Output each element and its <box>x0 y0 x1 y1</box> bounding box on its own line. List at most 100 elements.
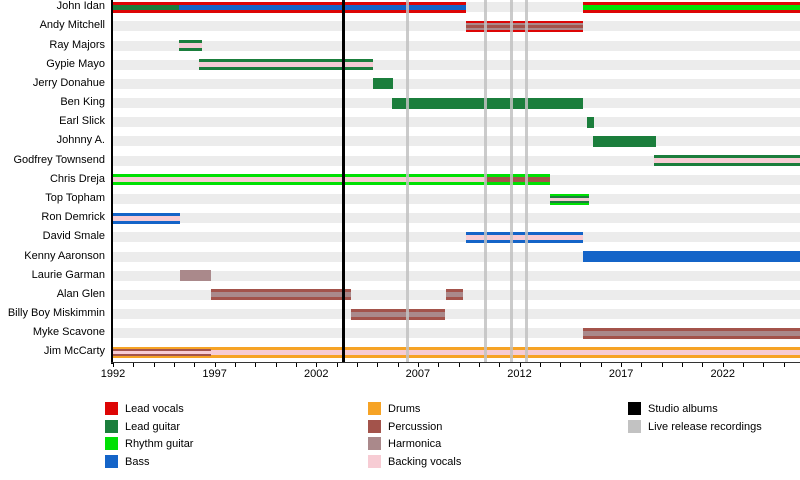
member-label-top-topham: Top Topham <box>45 192 105 204</box>
legend-swatch-rhythm_guitar <box>105 437 118 450</box>
role-stripe-backing_vocals <box>113 215 181 221</box>
x-axis-tick <box>539 363 541 367</box>
timeline-bar-jim-mccarty <box>113 346 211 358</box>
role-stripe-percussion <box>484 177 550 183</box>
y-axis-spine <box>111 0 113 364</box>
x-axis-tick <box>397 363 399 367</box>
legend-label-bass: Bass <box>125 455 150 468</box>
x-axis-tick <box>702 363 704 367</box>
x-axis-tick <box>194 363 196 367</box>
member-label-ben-king: Ben King <box>60 96 105 109</box>
row-band <box>111 40 800 51</box>
legend-label-lead_vocals: Lead vocals <box>125 403 184 415</box>
member-label-jim-mccarty: Jim McCarty <box>43 345 105 358</box>
legend-swatch-live_releases <box>628 419 641 433</box>
x-axis-tick <box>336 363 338 367</box>
timeline-bar-earl-slick <box>586 116 594 128</box>
x-axis-tick <box>600 363 602 367</box>
x-axis-line <box>111 362 800 363</box>
x-axis-tick-label: 2007 <box>405 368 431 380</box>
role-stripe-backing_vocals <box>653 158 800 164</box>
role-stripe-backing_vocals <box>210 349 800 355</box>
timeline-bar-top-topham <box>549 193 589 205</box>
legend-label-harmonica: Harmonica <box>388 438 442 450</box>
member-label-david-smale: David Smale <box>42 230 105 243</box>
member-label-gypie-mayo: Gypie Mayo <box>46 57 105 70</box>
x-axis-tick-label: 1997 <box>202 368 227 380</box>
role-stripe-harmonica <box>582 330 800 336</box>
timeline-bar-david-smale <box>465 231 583 243</box>
timeline-bar-johnny-a <box>592 135 656 147</box>
role-stripe-backing_vocals <box>113 177 485 183</box>
row-band <box>111 194 800 204</box>
row-band <box>111 213 800 224</box>
legend-swatch-lead_guitar <box>105 419 118 433</box>
role-stripe-bass <box>179 4 466 10</box>
x-axis-tick <box>275 363 277 367</box>
row-band <box>111 136 800 147</box>
x-axis-tick-label: 2002 <box>304 368 329 380</box>
role-stripe-harmonica <box>446 292 463 298</box>
x-axis-tick <box>743 363 745 367</box>
x-axis-tick <box>682 363 684 367</box>
x-axis-tick <box>417 363 419 367</box>
member-label-myke-scavone: Myke Scavone <box>32 326 105 339</box>
timeline-bar-john-idan <box>179 1 466 13</box>
x-axis-tick <box>722 363 724 367</box>
row-band <box>111 328 800 339</box>
x-axis-tick <box>214 363 216 367</box>
legend-swatch-lead_vocals <box>105 402 118 415</box>
legend-label-percussion: Percussion <box>388 420 443 433</box>
timeline-bar-john-idan <box>113 1 180 13</box>
timeline-bar-jim-mccarty <box>210 346 800 358</box>
role-stripe-harmonica <box>210 292 351 298</box>
timeline-bar-myke-scavone <box>582 327 800 339</box>
legend-label-studio_albums: Studio albums <box>648 403 718 415</box>
live-release-line <box>525 0 529 362</box>
legend-swatch-backing_vocals <box>368 454 381 468</box>
x-axis-tick <box>641 363 643 367</box>
timeline-bar-jerry-donahue <box>373 78 394 90</box>
member-label-billy-boy-miskimmin: Billy Boy Miskimmin <box>7 307 105 320</box>
member-label-alan-glen: Alan Glen <box>56 287 105 300</box>
member-label-johnny-a: Johnny A. <box>56 134 105 147</box>
timeline-bar-chris-dreja <box>484 174 550 186</box>
x-axis-tick <box>173 363 175 367</box>
legend-swatch-harmonica <box>368 437 381 450</box>
timeline-bar-ben-king <box>392 97 583 109</box>
x-axis-tick <box>113 363 114 367</box>
role-stripe-percussion <box>465 24 583 28</box>
legend-label-live_releases: Live release recordings <box>648 420 762 433</box>
row-band <box>111 59 800 70</box>
x-axis-tick-label: 1992 <box>100 368 126 380</box>
x-axis-tick <box>133 363 135 367</box>
x-axis-tick <box>295 363 297 367</box>
legend-swatch-studio_albums <box>628 402 641 415</box>
legend: Lead vocals Lead guitar Rhythm guitar Bass D… <box>0 398 800 480</box>
role-stripe-lead_guitar <box>113 4 180 10</box>
x-axis-tick <box>763 363 765 367</box>
timeline-bar-john-idan <box>582 1 800 13</box>
role-stripe-harmonica <box>350 311 446 317</box>
timeline-bar-chris-dreja <box>113 174 485 186</box>
x-axis-tick <box>621 363 623 367</box>
role-stripe-backing_vocals <box>549 197 589 201</box>
timeline-bar-ray-majors <box>179 40 203 52</box>
member-label-andy-mitchell: Andy Mitchell <box>39 19 105 32</box>
timeline-bar-godfrey-townsend <box>653 155 800 167</box>
role-stripe-backing_vocals <box>113 350 211 354</box>
timeline-bar-laurie-garman <box>180 270 211 282</box>
member-label-laurie-garman: Laurie Garman <box>31 268 105 281</box>
live-release-line <box>406 0 410 362</box>
x-axis-tick <box>499 363 501 367</box>
x-axis-tick <box>356 363 358 367</box>
row-band <box>111 117 800 128</box>
timeline-bar-alan-glen <box>446 289 463 301</box>
legend-label-rhythm_guitar: Rhythm guitar <box>125 438 194 450</box>
row-band <box>111 309 800 320</box>
x-axis-tick <box>255 363 257 367</box>
legend-label-backing_vocals: Backing vocals <box>388 455 462 468</box>
x-axis-tick <box>560 363 562 367</box>
x-axis-tick <box>234 363 236 367</box>
